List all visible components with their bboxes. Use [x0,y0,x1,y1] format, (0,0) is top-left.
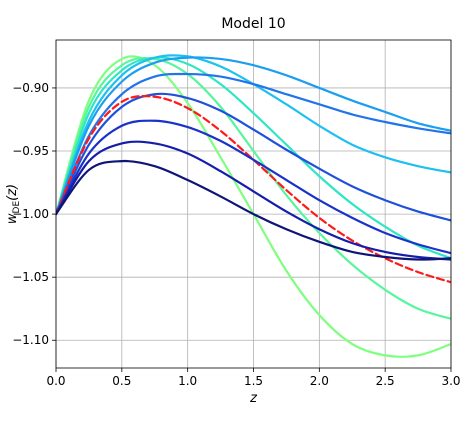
x-tick-label: 2.0 [310,374,329,388]
series-line-5 [56,56,451,216]
y-axis-label-arg: (z) [5,184,20,201]
series-line-6 [56,72,451,216]
x-axis-label: z [249,391,258,406]
y-axis-label-sub: DE [12,201,22,214]
ticks: 0.0 0.5 1.0 1.5 2.0 2.5 3.0 −0.90 −0.95 −1.00 −1.0… [12,81,460,388]
series-line-11 [56,159,451,261]
series-line-3 [56,56,451,260]
x-tick-label: 2.5 [376,374,395,388]
y-tick-label: −0.95 [12,144,49,158]
x-tick-label: 1.0 [178,374,197,388]
y-tick-label: −0.90 [12,81,49,95]
y-axis-label-main: w [5,213,20,224]
y-tick-label: −1.00 [12,207,49,221]
y-axis-label: wDE(z) [5,184,22,224]
x-tick-label: 3.0 [441,374,460,388]
series-line-2 [56,57,451,320]
series-group [56,54,451,358]
series-line-1 [56,55,451,358]
x-tick-label: 1.5 [244,374,263,388]
x-tick-label: 0.5 [112,374,131,388]
x-tick-label: 0.0 [46,374,65,388]
series-line-10 [56,140,451,261]
y-tick-label: −1.10 [12,333,49,347]
chart-title: Model 10 [221,16,285,32]
series-line-7 [56,92,451,222]
y-tick-label: −1.05 [12,270,49,284]
series-line-9 [56,119,451,255]
